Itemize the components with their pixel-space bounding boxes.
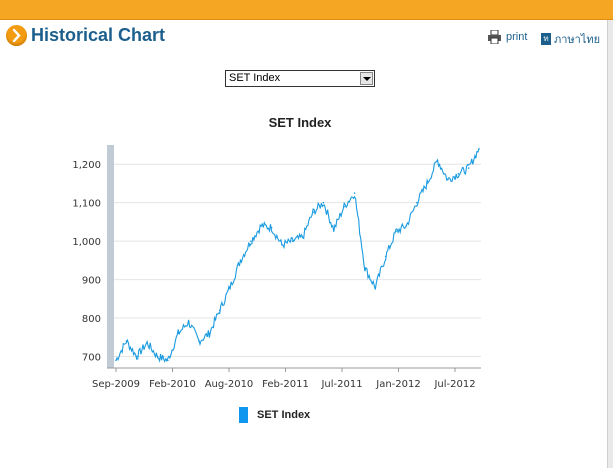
- data-point: [177, 333, 179, 335]
- data-point: [333, 229, 335, 231]
- x-tick-label: Feb-2011: [262, 379, 309, 390]
- data-point: [250, 240, 252, 242]
- data-point: [426, 183, 428, 185]
- x-tick-label: Jul-2011: [320, 379, 362, 390]
- data-point: [354, 192, 356, 194]
- data-point: [136, 356, 138, 358]
- data-point: [198, 340, 200, 342]
- data-point: [260, 225, 262, 227]
- data-point: [188, 321, 190, 323]
- legend-label: SET Index: [257, 409, 310, 421]
- x-tick-label: Jan-2012: [375, 379, 420, 390]
- data-point: [478, 148, 480, 150]
- chart-legend: SET Index: [239, 407, 310, 423]
- data-point: [167, 360, 169, 362]
- data-point: [157, 356, 159, 358]
- legend-swatch: [239, 407, 248, 423]
- y-tick-label: 800: [82, 314, 101, 325]
- data-point: [406, 225, 408, 227]
- series-line-set-index: [116, 149, 479, 362]
- data-point: [385, 256, 387, 258]
- data-point: [115, 360, 117, 362]
- data-point: [457, 173, 459, 175]
- y-tick-label: 900: [82, 276, 101, 287]
- data-point: [364, 267, 366, 269]
- data-point: [271, 227, 273, 229]
- data-point: [312, 211, 314, 213]
- data-point: [229, 286, 231, 288]
- x-tick-label: Aug-2010: [205, 379, 254, 390]
- data-point: [209, 333, 211, 335]
- data-point: [437, 160, 439, 162]
- data-point: [447, 179, 449, 181]
- data-point: [302, 236, 304, 238]
- x-tick-label: Sep-2009: [92, 379, 140, 390]
- data-point: [219, 310, 221, 312]
- data-point: [343, 206, 345, 208]
- x-tick-label: Feb-2010: [149, 379, 196, 390]
- y-tick-label: 1,100: [72, 199, 101, 210]
- data-point: [323, 202, 325, 204]
- data-point: [240, 260, 242, 262]
- data-point: [416, 202, 418, 204]
- data-point: [395, 231, 397, 233]
- y-tick-label: 1,200: [72, 160, 101, 171]
- data-point: [292, 240, 294, 242]
- data-point: [468, 167, 470, 169]
- data-point: [374, 286, 376, 288]
- x-tick-label: Jul-2012: [433, 379, 475, 390]
- data-point: [146, 342, 148, 344]
- data-point: [281, 244, 283, 246]
- set-index-chart: 700 800 900 1,000 1,100 1,200 Sep-2009 Feb-2010…: [0, 0, 613, 468]
- y-tick-label: 700: [82, 352, 101, 363]
- data-point: [126, 340, 128, 342]
- y-tick-label: 1,000: [72, 237, 101, 248]
- y-axis-band: [107, 145, 114, 368]
